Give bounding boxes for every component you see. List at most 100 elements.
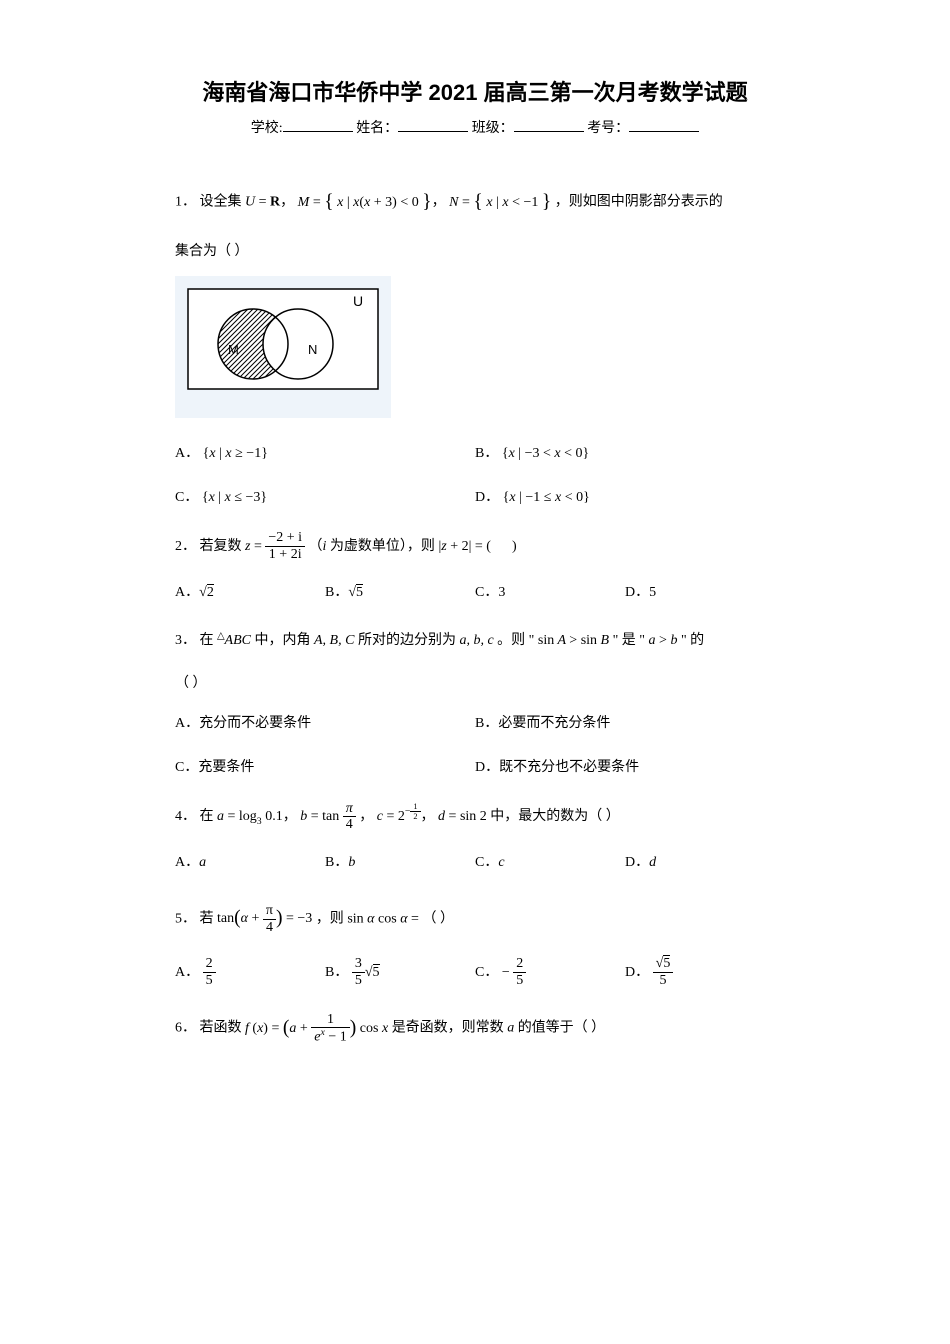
q5-optD-den: 5 [653, 973, 674, 988]
q5-optC-num: 2 [513, 956, 526, 972]
q3-tri: △ABC [217, 633, 251, 648]
q4-optA-label: A． [175, 855, 199, 870]
q4-c1: ， [283, 809, 297, 824]
q1-optA-val: {x | x ≥ −1} [203, 446, 268, 461]
q5-optA-den: 5 [203, 973, 216, 988]
question-1: 1． 设全集 U = R， M = { x | x(x + 3) < 0 }， … [175, 177, 775, 521]
q1-U: U = R [245, 195, 280, 210]
q3-paren: （ ） [175, 666, 775, 702]
question-2: 2． 若复数 z = −2 + i1 + 2i （i 为虚数单位），则 |z +… [175, 529, 775, 616]
q4-c2: ， [359, 809, 373, 824]
q2-optA-val: √2 [199, 584, 214, 600]
q2-optC: C．3 [475, 571, 625, 615]
q1-num: 1． [175, 195, 196, 210]
q2-paren-close: ) [512, 539, 517, 554]
q5-optC-sign: − [502, 965, 510, 980]
q4-stem-a: 在 [200, 809, 214, 824]
q2-stem-b: （ [309, 539, 323, 554]
id-blank [629, 117, 699, 132]
q4-d: d = sin 2 [438, 809, 487, 824]
venn-diagram: U M N [175, 276, 391, 417]
q5-arg-den: 4 [263, 920, 276, 935]
q3-optA-val: 充分而不必要条件 [199, 716, 311, 731]
venn-N-label: N [308, 342, 317, 357]
question-4: 4． 在 a = log3 0.1， b = tan π4 ， c = 2−12… [175, 799, 775, 886]
student-info-line: 学校: 姓名： 班级： 考号： [175, 117, 775, 137]
q2-z-den: 1 + 2i [265, 547, 305, 562]
q1-stem-a: 设全集 [200, 195, 242, 210]
q5-optB-label: B． [325, 965, 348, 980]
q4-num: 4． [175, 809, 196, 824]
q5-optB-den: 5 [352, 973, 365, 988]
venn-U-label: U [353, 293, 363, 309]
q5-optB-sqrt: √5 [365, 964, 380, 980]
q4-b-den: 4 [343, 817, 356, 832]
q1-stem-b: ，则如图中阴影部分表示的 [555, 195, 723, 210]
q5-optC-frac: 25 [513, 956, 526, 988]
q3-optD: D．既不充分也不必要条件 [475, 746, 775, 790]
q4-optB-val: b [348, 855, 355, 870]
q3-options: A．充分而不必要条件 B．必要而不充分条件 C．充要条件 D．既不充分也不必要条… [175, 702, 775, 791]
q3-stem-c: 所对的边分别为 [358, 633, 456, 648]
q5-optB: B． 35√5 [325, 951, 475, 995]
q1-optC-label: C． [175, 490, 198, 505]
q2-stem-a: 若复数 [200, 539, 242, 554]
q2-stem-c: 为虚数单位），则 [326, 539, 435, 554]
q6-stem-b: 是奇函数，则常数 [392, 1021, 508, 1036]
question-3: 3． 在 △ABC 中，内角 A, B, C 所对的边分别为 a, b, c 。… [175, 623, 775, 791]
q5-arg-num: π [263, 903, 276, 919]
venn-M-label: M [228, 342, 239, 357]
q2-z-num: −2 + i [265, 530, 305, 546]
q4-c3: ， [421, 809, 435, 824]
q3-angles: A, B, C [314, 633, 354, 648]
q1-optA: A． {x | x ≥ −1} [175, 432, 475, 476]
q3-optD-val: 既不充分也不必要条件 [499, 760, 639, 775]
q5-stem-a: 若 [200, 911, 214, 926]
q2-optD-val: 5 [649, 585, 656, 600]
q1-optD-val: {x | −1 ≤ x < 0} [503, 490, 590, 505]
q2-optB-val: √5 [348, 584, 363, 600]
q5-tan: tan(α + π4) = −3 [217, 911, 312, 926]
q1-N: N = { x | x < −1 } [449, 195, 551, 210]
q4-b-num: π [346, 801, 353, 816]
q5-stem-b: ，则 [316, 911, 344, 926]
q3-optA: A．充分而不必要条件 [175, 702, 475, 746]
q4-optD-val: d [649, 855, 656, 870]
q4-stem-b: 中，最大的数为（ ） [490, 809, 620, 824]
q5-optD-frac: √55 [653, 956, 674, 988]
q4-optC-label: C． [475, 855, 498, 870]
q2-optD-label: D． [625, 585, 649, 600]
q3-optC-val: 充要条件 [198, 760, 254, 775]
class-blank [514, 117, 584, 132]
q4-a: a = log3 0.1 [217, 809, 283, 824]
q3-stem-b: 中，内角 [255, 633, 311, 648]
q2-optB-label: B． [325, 585, 348, 600]
q5-optC-label: C． [475, 965, 498, 980]
id-label: 考号： [587, 121, 629, 136]
q6-fx: f (x) = (a + 1ex − 1) cos x [245, 1021, 388, 1036]
q4-optA: A．a [175, 841, 325, 885]
q4-optD-label: D． [625, 855, 649, 870]
q2-optC-label: C． [475, 585, 498, 600]
q2-options: A．√2 B．√5 C．3 D．5 [175, 571, 775, 615]
q4-options: A．a B．b C．c D．d [175, 841, 775, 885]
q3-optA-label: A． [175, 716, 199, 731]
q4-c-expd: 2 [410, 812, 420, 821]
q1-c2: ， [432, 195, 446, 210]
q5-optA-label: A． [175, 965, 199, 980]
name-blank [398, 117, 468, 132]
q2-optC-val: 3 [498, 585, 505, 600]
q3-num: 3． [175, 633, 196, 648]
q5-optB-frac: 35 [352, 956, 365, 988]
q5-optA-frac: 25 [203, 956, 216, 988]
q3-stem-f: " 的 [681, 633, 704, 648]
q3-optB-val: 必要而不充分条件 [498, 716, 610, 731]
q1-optC: C． {x | x ≤ −3} [175, 476, 475, 520]
question-6: 6． 若函数 f (x) = (a + 1ex − 1) cos x 是奇函数，… [175, 1003, 775, 1054]
q4-optA-val: a [199, 855, 206, 870]
q4-optC: C．c [475, 841, 625, 885]
class-label: 班级： [472, 121, 514, 136]
q3-sides: a, b, c [459, 633, 493, 648]
q1-optB: B． {x | −3 < x < 0} [475, 432, 775, 476]
q5-optA: A． 25 [175, 951, 325, 995]
